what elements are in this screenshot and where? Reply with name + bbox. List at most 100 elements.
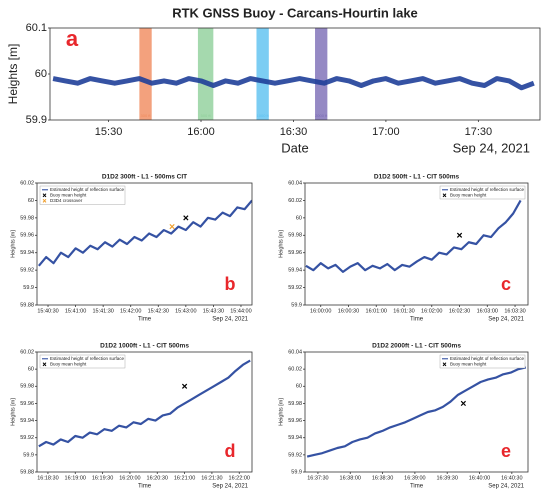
plot-frame bbox=[49, 27, 541, 121]
x-tick-label: 17:00 bbox=[372, 126, 400, 138]
y-tick-label: 59.98 bbox=[20, 384, 34, 390]
y-tick-label: 59.88 bbox=[20, 302, 34, 308]
date-label: Sep 24, 2021 bbox=[212, 484, 248, 490]
x-tick-label: 16:03:30 bbox=[504, 308, 525, 314]
chart-title: D1D2 1000ft - L1 - CIT 500ms bbox=[100, 343, 189, 350]
y-tick-label: 60.02 bbox=[20, 349, 34, 355]
legend-swatch bbox=[42, 362, 47, 367]
y-tick-label: 60 bbox=[35, 68, 47, 80]
x-axis-label: Time bbox=[138, 484, 152, 490]
y-tick-label: 59.9 bbox=[23, 452, 34, 458]
chart-title: D1D2 300ft - L1 - 500ms CIT bbox=[102, 174, 187, 181]
band-label: 2000 ft bbox=[315, 113, 328, 118]
legend-label: Estimated height of reflection surface bbox=[50, 356, 125, 361]
panel-label: b bbox=[225, 274, 236, 294]
y-tick-label: 59.92 bbox=[20, 268, 34, 274]
plot-frame bbox=[36, 182, 253, 306]
plot-area bbox=[52, 76, 535, 91]
y-axis-label: Heights [m] bbox=[10, 230, 16, 258]
y-tick-label: 59.94 bbox=[288, 268, 302, 274]
y-tick-label: 60 bbox=[28, 367, 34, 373]
y-tick-label: 60.02 bbox=[20, 180, 34, 186]
band-label: 1000 ft bbox=[257, 113, 270, 118]
panel-label: c bbox=[501, 274, 511, 294]
x-tick-label: 16:40:30 bbox=[501, 475, 522, 481]
plot-frame bbox=[304, 182, 529, 306]
y-tick-label: 59.96 bbox=[288, 250, 302, 256]
y-tick-label: 60 bbox=[296, 384, 302, 390]
legend-box bbox=[439, 354, 526, 369]
y-axis-label: Heights [m] bbox=[278, 398, 284, 426]
plot-area bbox=[38, 359, 251, 448]
x-axis-label: Time bbox=[138, 317, 152, 323]
x-tick-label: 16:18:30 bbox=[37, 475, 58, 481]
y-tick-label: 60.02 bbox=[288, 367, 302, 373]
legend-swatch bbox=[442, 362, 447, 367]
marker bbox=[181, 383, 188, 389]
marker bbox=[183, 215, 189, 221]
x-tick-label: 15:43:00 bbox=[175, 308, 196, 314]
x-tick-label: 15:42:30 bbox=[148, 308, 169, 314]
y-tick-label: 59.96 bbox=[20, 401, 34, 407]
x-tick-label: 15:44:00 bbox=[230, 308, 251, 314]
marker bbox=[169, 223, 175, 230]
y-tick-label: 60.1 bbox=[26, 22, 47, 34]
band bbox=[139, 28, 152, 120]
x-axis-label: Time bbox=[410, 317, 424, 323]
x-tick-label: 17:30 bbox=[465, 126, 493, 138]
x-tick-label: 16:20:00 bbox=[119, 475, 140, 481]
y-tick-label: 59.92 bbox=[20, 435, 34, 441]
y-tick-label: 59.92 bbox=[288, 452, 302, 458]
legend-label: Buoy mean height bbox=[50, 192, 87, 197]
y-tick-label: 59.94 bbox=[288, 435, 302, 441]
x-tick-label: 16:02:30 bbox=[449, 308, 470, 314]
y-tick-label: 59.96 bbox=[20, 233, 34, 239]
series-line bbox=[306, 366, 527, 458]
x-tick-label: 16:39:30 bbox=[436, 475, 457, 481]
series-line bbox=[305, 199, 522, 273]
legend-label: Estimated height of reflection surface bbox=[50, 187, 125, 192]
x-tick-label: 16:21:00 bbox=[174, 475, 195, 481]
marker bbox=[460, 400, 466, 407]
legend-label: Buoy mean height bbox=[50, 361, 87, 366]
x-tick-label: 16:03:00 bbox=[477, 308, 498, 314]
band-label: 300 ft bbox=[141, 113, 152, 118]
series-line bbox=[37, 199, 252, 267]
y-tick-label: 60 bbox=[28, 198, 34, 204]
x-tick-label: 16:30 bbox=[280, 126, 308, 138]
x-tick-label: 15:40:30 bbox=[37, 308, 58, 314]
band bbox=[197, 28, 214, 120]
legend-box bbox=[39, 354, 126, 369]
plot-area bbox=[306, 366, 527, 458]
y-tick-label: 59.9 bbox=[26, 114, 47, 126]
y-tick-label: 59.9 bbox=[23, 285, 34, 291]
date-label: Sep 24, 2021 bbox=[488, 484, 524, 490]
band-label: 500 ft bbox=[201, 113, 212, 118]
y-axis-label: Heights [m] bbox=[278, 230, 284, 258]
x-tick-label: 16:19:30 bbox=[92, 475, 113, 481]
x-tick-label: 15:41:30 bbox=[92, 308, 113, 314]
legend-label: D3D4 crossover bbox=[50, 198, 83, 203]
x-tick-label: 16:01:00 bbox=[366, 308, 387, 314]
date-label: Sep 24, 2021 bbox=[212, 317, 248, 323]
plot-area bbox=[37, 199, 252, 267]
x-tick-label: 16:02:00 bbox=[421, 308, 442, 314]
series-line bbox=[52, 76, 535, 91]
x-tick-label: 16:39:00 bbox=[404, 475, 425, 481]
y-tick-label: 59.96 bbox=[288, 418, 302, 424]
legend-label: Estimated height of reflection surface bbox=[450, 187, 525, 192]
plot-area bbox=[305, 199, 522, 273]
x-tick-label: 15:41:00 bbox=[65, 308, 86, 314]
legend-label: Buoy mean height bbox=[450, 192, 487, 197]
x-axis-label: Date bbox=[281, 140, 308, 155]
x-tick-label: 16:22:00 bbox=[229, 475, 250, 481]
x-tick-label: 16:38:00 bbox=[340, 475, 361, 481]
legend-swatch bbox=[42, 193, 47, 198]
y-tick-label: 59.9 bbox=[291, 469, 302, 475]
legend-swatch bbox=[42, 198, 47, 203]
x-tick-label: 16:40:00 bbox=[469, 475, 490, 481]
x-tick-label: 16:37:30 bbox=[307, 475, 328, 481]
panel-label: e bbox=[501, 441, 511, 461]
legend-label: Estimated height of reflection surface bbox=[450, 356, 525, 361]
